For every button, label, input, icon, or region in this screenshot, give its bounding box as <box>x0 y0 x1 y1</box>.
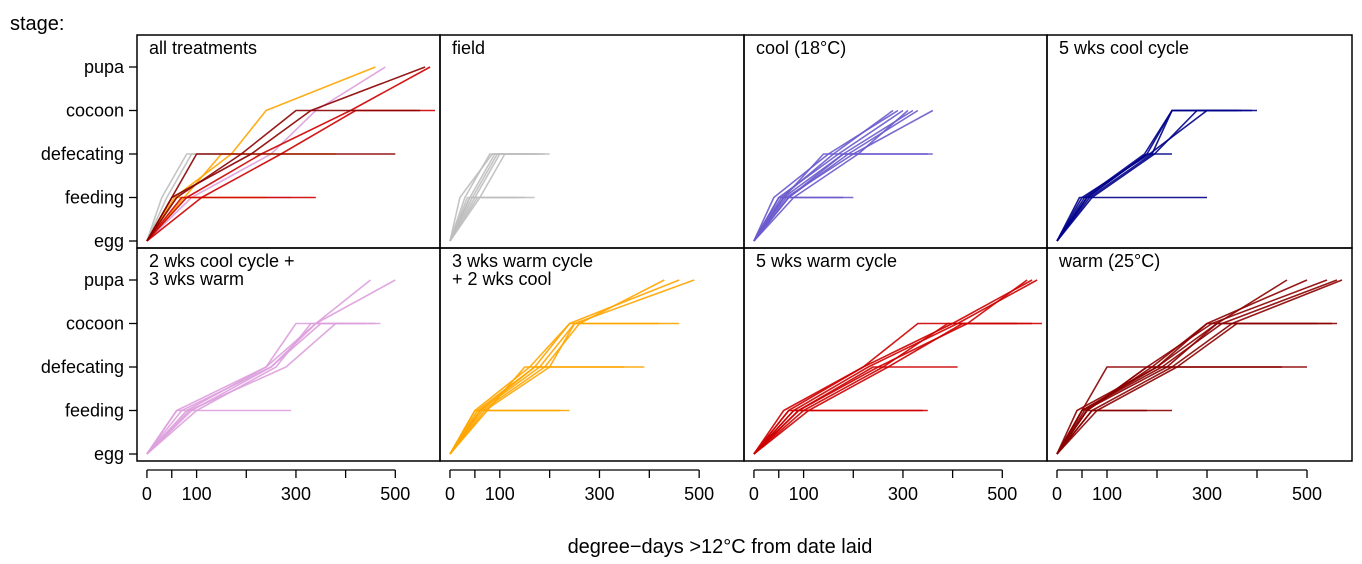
stage-axis-row-2: egg feeding defecating cocoon pupa <box>41 270 137 464</box>
curve-9 <box>753 153 928 242</box>
curve-6 <box>146 322 346 455</box>
x-tick-label: 100 <box>182 484 212 504</box>
stage-axis-row-1: egg feeding defecating cocoon pupa <box>41 57 137 251</box>
x-tick-label: 300 <box>281 484 311 504</box>
curve-9 <box>146 109 435 242</box>
curve-6 <box>753 109 909 242</box>
x-tick-label: 300 <box>1192 484 1222 504</box>
panel-5-wks-cool-cycle: 5 wks cool cycle <box>1046 34 1353 249</box>
panel-title: all treatments <box>149 38 257 58</box>
x-tick-label: 500 <box>380 484 410 504</box>
curve-6 <box>1056 153 1172 242</box>
curve-2 <box>146 279 371 455</box>
panel-title: 5 wks warm cycle <box>756 251 897 271</box>
curve-5 <box>146 322 381 455</box>
curve-4 <box>753 322 1042 455</box>
stage-tick-label: defecating <box>41 357 124 377</box>
stage-tick-label: pupa <box>84 57 125 77</box>
panel-title: 3 wks warm cycle <box>452 251 593 271</box>
stage-tick-label: feeding <box>65 188 124 208</box>
stage-tick-label: feeding <box>65 401 124 421</box>
stage-tick-label: pupa <box>84 270 125 290</box>
panel-title: 3 wks warm <box>149 269 244 289</box>
curve-3 <box>1056 109 1252 242</box>
panel-cool-18-c: cool (18°C) <box>743 34 1048 249</box>
panel-5-wks-warm-cycle: 5 wks warm cycle <box>743 247 1048 462</box>
stage-tick-label: egg <box>94 444 124 464</box>
x-axis-col-1: 0 100 300 500 <box>142 469 410 504</box>
panel-title: cool (18°C) <box>756 38 846 58</box>
panel-frame <box>1046 247 1353 462</box>
panel-field: field <box>439 34 745 249</box>
curve-6 <box>449 153 535 242</box>
x-axis-col-3: 0 100 300 500 <box>749 469 1017 504</box>
stage-tick-label: egg <box>94 231 124 251</box>
x-tick-label: 0 <box>749 484 759 504</box>
curve-5 <box>753 109 934 242</box>
stage-tick-label: cocoon <box>66 101 124 121</box>
panel-3-wks-warm-cycle-2-wks-cool: 3 wks warm cycle+ 2 wks cool <box>439 247 745 462</box>
x-tick-label: 500 <box>987 484 1017 504</box>
panel-title: field <box>452 38 485 58</box>
x-axis-label: degree−days >12°C from date laid <box>568 536 873 558</box>
curve-1 <box>1056 109 1257 242</box>
x-axis-col-2: 0 100 300 500 <box>445 469 714 504</box>
curve-2 <box>1056 109 1242 242</box>
x-tick-label: 100 <box>485 484 515 504</box>
panels: all treatments field cool (18°C) 5 wks cool… <box>41 34 1353 504</box>
panel-warm-25-c: warm (25°C) <box>1046 247 1353 462</box>
curve-3 <box>753 109 919 242</box>
curve-1 <box>753 109 914 242</box>
curve-4 <box>1056 109 1227 242</box>
curve-12 <box>1056 409 1147 455</box>
stage-tick-label: cocoon <box>66 314 124 334</box>
panel-all-treatments: all treatments <box>136 34 441 249</box>
x-tick-label: 500 <box>684 484 714 504</box>
x-tick-label: 100 <box>1092 484 1122 504</box>
panel-frame <box>439 34 745 249</box>
curve-9 <box>449 196 515 242</box>
x-tick-label: 0 <box>142 484 152 504</box>
curve-11 <box>753 196 854 242</box>
curve-7 <box>753 109 894 242</box>
curve-4 <box>146 322 366 455</box>
x-tick-label: 300 <box>584 484 614 504</box>
curve-8 <box>1056 322 1337 455</box>
panel-title: 5 wks cool cycle <box>1059 38 1189 58</box>
curve-5 <box>1056 109 1237 242</box>
curve-9 <box>449 409 560 455</box>
curve-3 <box>146 322 376 455</box>
curve-7 <box>1056 196 1207 242</box>
x-tick-label: 300 <box>888 484 918 504</box>
curve-7 <box>146 409 291 455</box>
curve-7 <box>1056 322 1317 455</box>
panel-frame <box>1046 34 1353 249</box>
x-tick-label: 100 <box>789 484 819 504</box>
curve-9 <box>753 409 928 455</box>
stage-tick-label: defecating <box>41 144 124 164</box>
x-tick-label: 0 <box>1052 484 1062 504</box>
panel-2-wks-cool-cycle-3-wks-warm: 2 wks cool cycle +3 wks warm <box>136 247 441 462</box>
curve-7 <box>753 366 958 455</box>
curve-6 <box>753 322 1018 455</box>
curve-13 <box>146 153 396 242</box>
panel-title: warm (25°C) <box>1058 251 1160 271</box>
panel-title: 2 wks cool cycle + <box>149 251 295 271</box>
x-tick-label: 500 <box>1292 484 1322 504</box>
curve-10 <box>146 196 316 242</box>
stage-axis-title: stage: <box>10 13 64 35</box>
panel-frame <box>743 34 1048 249</box>
x-tick-label: 0 <box>445 484 455 504</box>
x-axis-col-4: 0 100 300 500 <box>1052 469 1322 504</box>
panel-title: + 2 wks cool <box>452 269 552 289</box>
